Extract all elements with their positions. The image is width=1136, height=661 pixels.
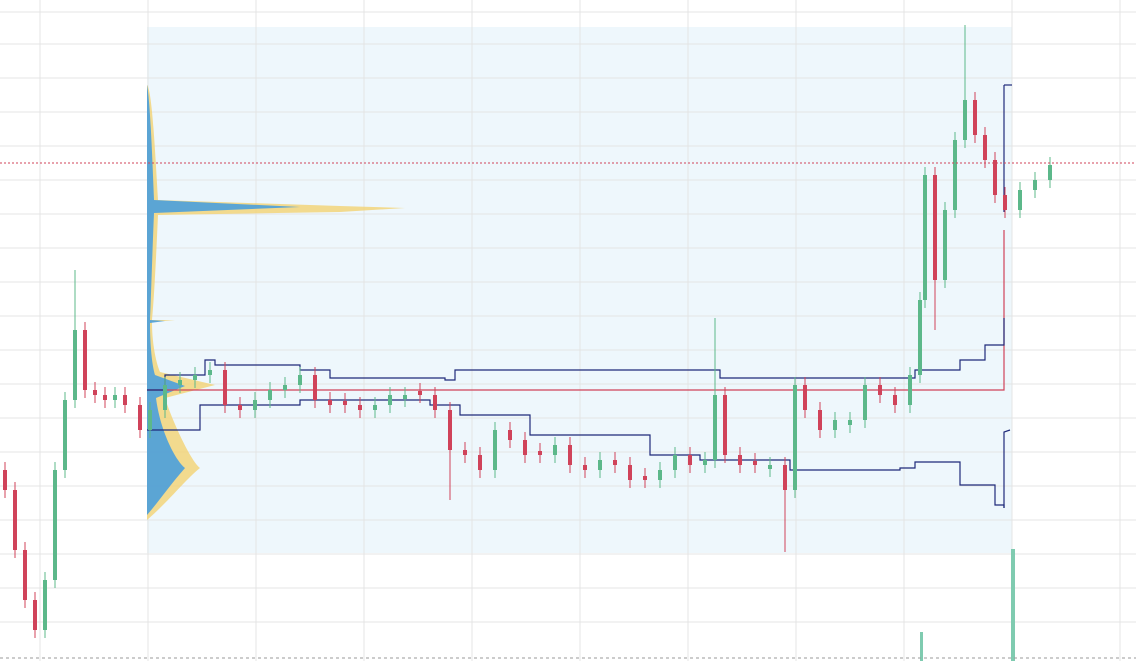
candle-body [193,375,197,380]
candle-body [403,395,407,399]
marks [0,25,1136,638]
candle-body [583,465,587,470]
candle-body [783,465,787,490]
candle-body [538,451,542,455]
candle-body [23,550,27,600]
candle-body [1048,165,1052,180]
candle-body [313,375,317,400]
candle-body [283,385,287,390]
candle-body [3,470,7,490]
candle-body [83,330,87,390]
candle-body [298,375,302,385]
candle-body [123,395,127,405]
candle-body [803,385,807,410]
candle-body [613,460,617,465]
candle-body [523,440,527,455]
band-line [147,399,1005,508]
candle-body [923,175,927,300]
candle-body [328,400,332,405]
candle-body [908,375,912,405]
candle-body [493,430,497,470]
candle-body [93,390,97,395]
candle-body [373,405,377,410]
candle-body [478,455,482,470]
candle-body [358,405,362,410]
volume-profile [147,85,405,520]
candle-body [73,330,77,400]
candle-body [833,420,837,430]
candle-body [628,465,632,480]
candle-body [178,380,182,385]
candle-body [658,470,662,480]
candle-body [1018,190,1022,210]
candle-body [963,100,967,140]
candle-body [768,465,772,469]
candle-body [943,210,947,280]
candle-body [253,400,257,410]
candle-body [673,455,677,470]
candle-body [553,445,557,455]
candle-body [508,430,512,440]
candle-body [688,455,692,465]
candle-body [223,370,227,405]
candle-body [983,135,987,160]
candle-body [703,460,707,465]
candle-body [643,476,647,480]
candle-body [418,391,422,395]
candle-body [713,395,717,460]
candle-body [953,140,957,210]
candle-body [738,455,742,465]
candle-body [918,300,922,375]
candle-body [1033,180,1037,190]
candle-body [878,385,882,395]
candle-body [43,580,47,630]
candle-body [793,385,797,490]
candle-body [893,395,897,405]
candle-body [1003,195,1007,210]
candle-body [448,410,452,450]
candle-body [993,160,997,195]
candle-body [818,410,822,430]
candle-body [33,600,37,630]
candle-body [113,395,117,400]
candle-body [848,420,852,425]
candle-body [463,450,467,455]
candle-body [568,445,572,465]
candle-body [103,395,107,400]
band-edge [1003,429,1011,508]
value-area-line [147,230,1005,391]
candle-body [163,385,167,410]
band-line [147,318,1005,391]
candle-body [268,390,272,400]
candle-body [343,401,347,405]
candle-body [933,175,937,280]
candle-body [388,395,392,405]
candle-body [53,470,57,580]
profile-volume-down [147,85,300,515]
volume-bar [1011,549,1015,661]
candle-body [148,410,152,430]
candle-body [723,395,727,455]
candle-body [433,395,437,410]
candle-body [238,405,242,410]
candle-body [208,370,212,375]
candle-body [138,405,142,430]
candle-body [753,461,757,465]
candle-body [863,385,867,420]
volume-bar [920,632,923,661]
candle-body [63,400,67,470]
candle-body [13,490,17,550]
candle-body [598,460,602,470]
candle-body [973,100,977,135]
